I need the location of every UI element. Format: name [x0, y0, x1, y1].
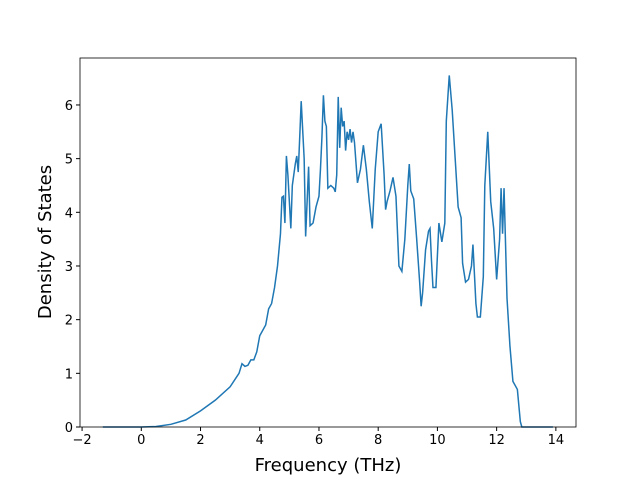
y-tick-label: 4 [65, 206, 73, 221]
x-axis-label: Frequency (THz) [255, 455, 402, 476]
x-tick-label: 6 [315, 433, 323, 448]
x-tick-label: 14 [548, 433, 565, 448]
x-tick-label: −2 [72, 433, 91, 448]
y-tick-label: 5 [65, 153, 73, 168]
data-line [102, 75, 553, 428]
plot-frame [79, 57, 577, 428]
x-tick-label: 2 [196, 433, 204, 448]
x-tick-label: 10 [429, 433, 446, 448]
x-tick-label: 0 [137, 433, 145, 448]
x-tick-label: 8 [374, 433, 382, 448]
y-tick-label: 2 [65, 314, 73, 329]
x-tick-label: 12 [488, 433, 505, 448]
y-axis-label: Density of States [35, 165, 56, 319]
y-tick-label: 1 [65, 367, 73, 382]
y-tick-label: 6 [65, 99, 73, 114]
y-tick-label: 3 [65, 260, 73, 275]
y-tick-label: 0 [65, 421, 73, 436]
x-tick-label: 4 [256, 433, 264, 448]
